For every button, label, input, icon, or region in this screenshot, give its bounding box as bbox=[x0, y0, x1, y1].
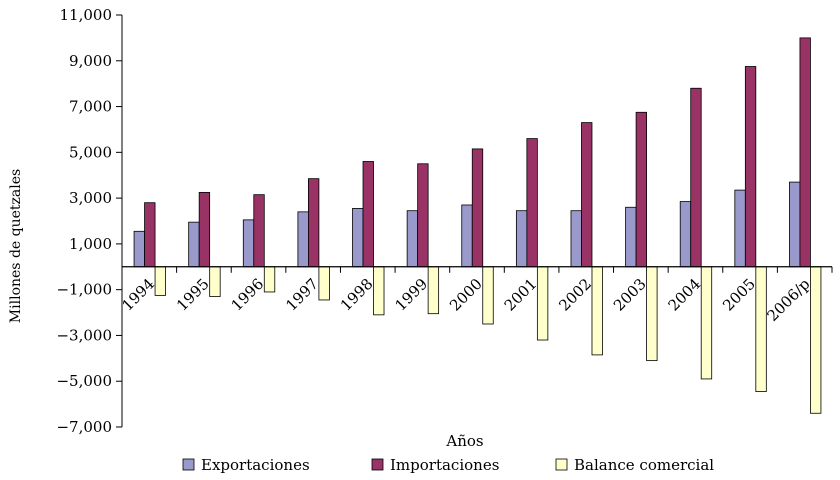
y-tick-label: −5,000 bbox=[56, 372, 112, 390]
bar-exportaciones-1994 bbox=[133, 230, 145, 268]
x-tick-label: 1999 bbox=[391, 275, 431, 315]
bar-balance-comercial-1997 bbox=[318, 266, 330, 301]
bar-importaciones-2004 bbox=[690, 87, 702, 268]
bar-exportaciones-2004 bbox=[679, 201, 692, 268]
bars bbox=[133, 37, 822, 414]
x-tick-label: 2001 bbox=[501, 275, 541, 315]
x-tick-label: 2003 bbox=[610, 275, 650, 315]
bar-exportaciones-1997 bbox=[297, 211, 309, 268]
y-tick-label: −3,000 bbox=[56, 326, 112, 344]
bar-balance-comercial-2002 bbox=[591, 266, 603, 356]
y-tick-label: 5,000 bbox=[69, 143, 112, 161]
legend-swatch bbox=[182, 458, 195, 471]
y-tick-label: 7,000 bbox=[69, 98, 112, 116]
bar-importaciones-1999 bbox=[417, 163, 429, 268]
y-tick-label: 3,000 bbox=[69, 189, 112, 207]
bar-exportaciones-2001 bbox=[515, 210, 528, 268]
legend-swatch bbox=[555, 458, 568, 471]
bar-importaciones-2005 bbox=[744, 66, 757, 268]
bar-exportaciones-2005 bbox=[734, 189, 746, 268]
y-tick-label: −7,000 bbox=[56, 418, 112, 436]
bar-importaciones-2003 bbox=[635, 111, 647, 268]
bar-balance-comercial-1998 bbox=[373, 266, 385, 316]
bar-balance-comercial-2001 bbox=[536, 266, 549, 341]
y-tick-label: 9,000 bbox=[69, 52, 112, 70]
x-tick-label: 1998 bbox=[337, 275, 377, 315]
legend-label: Exportaciones bbox=[201, 456, 310, 474]
bar-importaciones-1998 bbox=[362, 161, 374, 268]
bar-balance-comercial-1999 bbox=[427, 266, 440, 315]
x-tick-label: 2006/p bbox=[763, 275, 813, 325]
bar-balance-comercial-2000 bbox=[482, 266, 494, 325]
y-tick-label: −1,000 bbox=[56, 281, 112, 299]
x-tick-label: 2000 bbox=[446, 275, 486, 315]
x-axis-title: Años bbox=[445, 432, 483, 450]
bar-importaciones-2001 bbox=[526, 138, 538, 268]
y-axis: 11,000 9,000 7,000 5,000 3,000 1,000 −1,000 −3,… bbox=[56, 6, 123, 436]
legend-label: Balance comercial bbox=[574, 456, 714, 474]
bar-exportaciones-2003 bbox=[625, 206, 637, 268]
bar-importaciones-1994 bbox=[144, 202, 156, 268]
bar-importaciones-2006-p bbox=[799, 37, 811, 268]
bar-balance-comercial-2003 bbox=[646, 266, 658, 362]
legend-swatch bbox=[371, 458, 384, 471]
bar-balance-comercial-2004 bbox=[700, 266, 713, 380]
bar-importaciones-2000 bbox=[471, 148, 484, 268]
bar-exportaciones-2002 bbox=[570, 210, 582, 268]
legend: Exportaciones Importaciones Balance comerc… bbox=[182, 456, 714, 474]
x-tick-label: 1994 bbox=[118, 275, 158, 315]
bar-exportaciones-2000 bbox=[461, 204, 473, 268]
x-tick-label: 1997 bbox=[282, 275, 322, 315]
x-tick-label: 2002 bbox=[555, 275, 595, 315]
legend-label: Importaciones bbox=[390, 456, 499, 474]
bar-importaciones-1996 bbox=[253, 194, 265, 268]
bar-exportaciones-1995 bbox=[188, 221, 200, 268]
y-axis-title: Millones de quetzales bbox=[8, 169, 24, 323]
y-tick-label: 1,000 bbox=[69, 235, 112, 253]
y-tick-label: 11,000 bbox=[60, 6, 113, 24]
bar-exportaciones-1998 bbox=[352, 208, 364, 268]
x-tick-label: 1996 bbox=[228, 275, 268, 315]
bar-exportaciones-1996 bbox=[242, 219, 255, 268]
bar-exportaciones-1999 bbox=[406, 210, 419, 268]
x-tick-label: 2005 bbox=[719, 275, 759, 315]
bar-importaciones-2002 bbox=[581, 122, 593, 268]
x-axis bbox=[121, 266, 833, 273]
bar-balance-comercial-2005 bbox=[755, 266, 767, 392]
bar-balance-comercial-1995 bbox=[209, 266, 221, 297]
bar-importaciones-1997 bbox=[308, 178, 320, 268]
bar-importaciones-1995 bbox=[198, 191, 211, 268]
x-tick-label: 1995 bbox=[173, 275, 213, 315]
bar-exportaciones-2006-p bbox=[789, 181, 801, 268]
bar-balance-comercial-1994 bbox=[154, 266, 166, 296]
x-tick-label: 2004 bbox=[665, 275, 705, 315]
